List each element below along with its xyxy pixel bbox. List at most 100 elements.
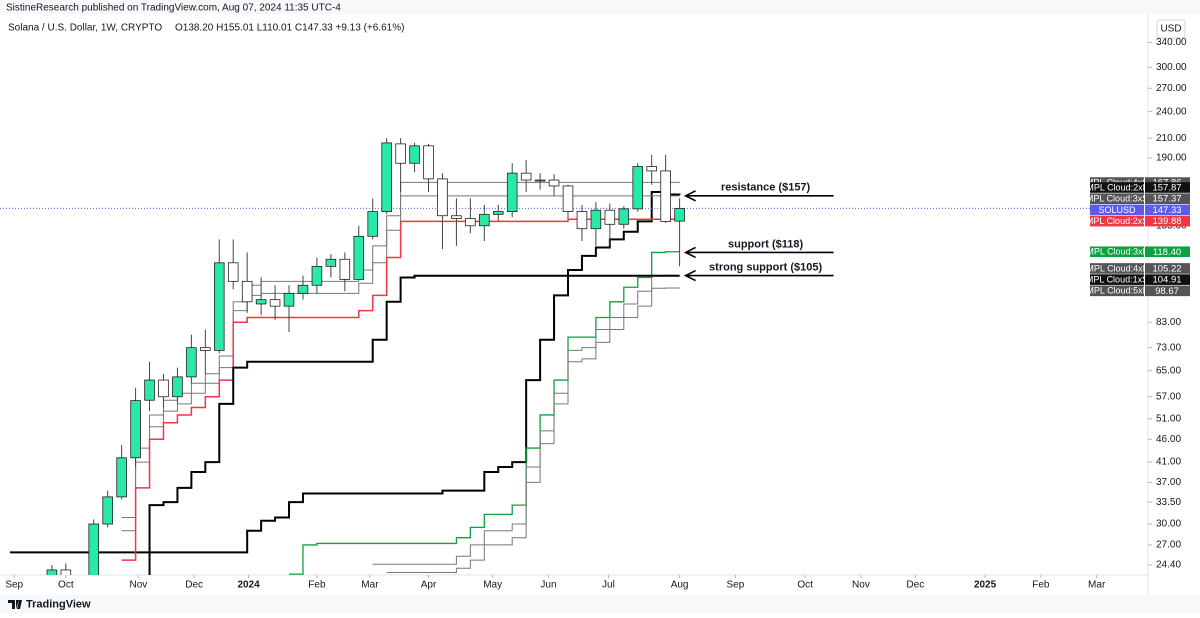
candle-body bbox=[144, 379, 155, 401]
tag-name: MPL Cloud:2xL bbox=[1086, 182, 1147, 192]
plot-area bbox=[0, 138, 1148, 575]
tag-value: 104.91 bbox=[1152, 275, 1181, 286]
y-tick-label: 210.00 bbox=[1156, 133, 1187, 144]
cloud-line bbox=[289, 251, 680, 575]
annotation-arrowhead bbox=[683, 190, 696, 202]
candle-body bbox=[269, 299, 281, 307]
x-tick-label: Oct bbox=[58, 580, 74, 591]
x-tick-label: Sep bbox=[726, 580, 744, 591]
chart-title: Solana / U.S. Dollar, 1W, CRYPTO bbox=[8, 23, 162, 34]
annotation-text: support ($118) bbox=[728, 238, 804, 250]
tag-name-bg bbox=[1090, 263, 1144, 274]
x-tick-label: Feb bbox=[1032, 580, 1050, 591]
y-tick-label: 24.40 bbox=[1156, 560, 1181, 571]
candle-body bbox=[618, 208, 630, 225]
candle-body bbox=[534, 179, 546, 182]
candle-body bbox=[213, 262, 225, 351]
candle-body bbox=[88, 523, 100, 575]
tag-value: 157.87 bbox=[1152, 183, 1181, 194]
header-title: SistineResearch published on TradingView… bbox=[6, 3, 341, 14]
x-tick-label: Apr bbox=[421, 580, 437, 591]
candle-body bbox=[60, 569, 72, 575]
y-tick-label: 51.00 bbox=[1156, 413, 1181, 424]
candle-body bbox=[283, 292, 295, 307]
tag-name: MPL Cloud:3xS bbox=[1086, 194, 1148, 204]
annotation-text: strong support ($105) bbox=[709, 261, 822, 273]
candle-body bbox=[492, 211, 504, 215]
candle-body bbox=[520, 172, 532, 181]
candle-body bbox=[311, 265, 323, 286]
cloud-line bbox=[386, 287, 681, 573]
candle-body bbox=[381, 142, 392, 212]
candle-body bbox=[255, 299, 267, 305]
tag-name-bg bbox=[1090, 215, 1144, 227]
tag-name: MPL Cloud:3xL bbox=[1086, 247, 1147, 257]
candle-body bbox=[172, 376, 183, 398]
candle-body bbox=[660, 170, 671, 222]
candle-body bbox=[297, 284, 309, 294]
candle-body bbox=[506, 172, 518, 212]
candle-body bbox=[102, 496, 113, 525]
candle-body bbox=[130, 400, 141, 459]
x-tick-label: Dec bbox=[185, 580, 203, 591]
tag-value: 98.67 bbox=[1155, 286, 1179, 297]
candle-body bbox=[451, 215, 462, 219]
tag-name-bg bbox=[1090, 285, 1144, 297]
candle-body bbox=[590, 209, 602, 230]
candle-body bbox=[353, 235, 365, 280]
y-tick-label: 83.00 bbox=[1156, 317, 1181, 328]
candle-body bbox=[562, 185, 574, 212]
tag-value: 118.40 bbox=[1153, 247, 1181, 258]
x-tick-label: Oct bbox=[797, 580, 813, 591]
candle-body bbox=[339, 258, 351, 280]
candle-body bbox=[395, 143, 406, 164]
x-tick-label: Aug bbox=[671, 580, 689, 591]
y-tick-label: 27.00 bbox=[1156, 540, 1181, 551]
y-tick-label: 340.00 bbox=[1156, 37, 1187, 48]
tag-name: MPL Cloud:4xL bbox=[1086, 263, 1147, 273]
candle-body bbox=[548, 179, 560, 187]
candle-body bbox=[632, 166, 644, 210]
y-tick-label: 57.00 bbox=[1156, 391, 1181, 402]
x-tick-label: May bbox=[483, 580, 502, 591]
tag-name: MPL Cloud:2xS bbox=[1086, 216, 1148, 226]
brand-logo bbox=[8, 600, 22, 609]
tag-value-bg bbox=[1145, 193, 1190, 204]
tag-name: MPL Cloud:1xS bbox=[1086, 274, 1148, 284]
candle-body bbox=[325, 258, 337, 267]
y-tick-label: 270.00 bbox=[1156, 83, 1187, 94]
tag-value-bg bbox=[1145, 215, 1190, 227]
candle-body bbox=[200, 347, 211, 351]
x-tick-label: Mar bbox=[1088, 580, 1106, 591]
candle-body bbox=[186, 347, 197, 378]
tag-name: MPL Cloud:5xL bbox=[1086, 286, 1147, 296]
tag-value: 157.37 bbox=[1152, 194, 1181, 205]
tag-name-bg bbox=[1090, 182, 1144, 193]
x-tick-label: 2024 bbox=[237, 580, 260, 591]
candle-body bbox=[604, 209, 616, 225]
x-tick-label: Sep bbox=[5, 580, 23, 591]
tag-value-bg bbox=[1145, 263, 1190, 274]
candle-body bbox=[116, 457, 127, 498]
candle-body bbox=[227, 262, 239, 282]
currency-button[interactable] bbox=[1156, 19, 1186, 39]
candle-body bbox=[479, 213, 490, 227]
y-tick-label: 73.00 bbox=[1156, 342, 1181, 353]
annotation-arrowhead bbox=[683, 269, 696, 282]
tag-value: 139.88 bbox=[1152, 216, 1181, 227]
candle-body bbox=[465, 218, 476, 227]
y-tick-label: 240.00 bbox=[1156, 106, 1187, 117]
tag-value-bg bbox=[1145, 274, 1190, 285]
y-tick-label: 41.00 bbox=[1156, 457, 1181, 468]
header-bar bbox=[0, 0, 1200, 14]
x-tick-label: Mar bbox=[361, 580, 379, 591]
x-tick-label: Nov bbox=[852, 580, 870, 591]
cloud-line bbox=[10, 191, 681, 554]
annotation-arrowhead bbox=[683, 246, 696, 259]
cloud-line bbox=[148, 274, 680, 575]
tag-name-bg bbox=[1090, 204, 1144, 216]
y-tick-label: 37.00 bbox=[1156, 477, 1181, 488]
tag-value-bg bbox=[1145, 285, 1190, 297]
